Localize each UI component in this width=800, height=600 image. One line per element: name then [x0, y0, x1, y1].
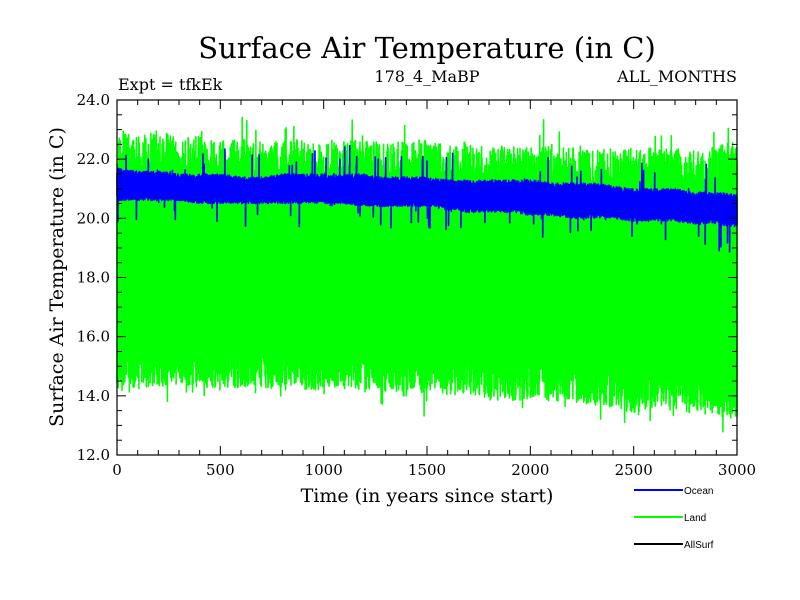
x-tick-label: 500	[206, 461, 235, 479]
x-tick-label: 3000	[718, 461, 756, 479]
x-tick-label: 1000	[305, 461, 343, 479]
y-axis: 12.0 14.0 16.0 18.0 20.0 22.0 24.0	[77, 91, 737, 464]
x-tick-label: 2000	[511, 461, 549, 479]
x-axis-label: Time (in years since start)	[301, 485, 554, 507]
x-tick-label: 0	[112, 461, 122, 479]
y-tick-label: 12.0	[77, 446, 110, 464]
chart-title: Surface Air Temperature (in C)	[198, 31, 656, 65]
y-tick-label: 24.0	[77, 91, 110, 109]
legend-label-allsurf: AllSurf	[684, 540, 714, 551]
x-tick-label: 2500	[615, 461, 653, 479]
ocean-series	[116, 144, 738, 253]
x-tick-label: 1500	[408, 461, 446, 479]
chart-subtitle: 178_4_MaBP	[374, 67, 479, 86]
y-tick-label: 16.0	[77, 328, 110, 346]
legend: Ocean Land AllSurf	[634, 486, 714, 551]
y-tick-label: 18.0	[77, 269, 110, 287]
ocean-series-core	[117, 171, 737, 224]
legend-label-ocean: Ocean	[684, 486, 713, 497]
y-tick-label: 20.0	[77, 209, 110, 227]
plot-area	[116, 116, 738, 433]
y-axis-label: Surface Air Temperature (in C)	[46, 127, 68, 427]
x-axis: 0 500 1000 1500 2000 2500 3000	[112, 100, 756, 479]
y-tick-label: 14.0	[77, 387, 110, 405]
y-tick-label: 22.0	[77, 150, 110, 168]
legend-label-land: Land	[684, 513, 706, 524]
expt-label: Expt = tfkEk	[118, 75, 223, 94]
months-label: ALL_MONTHS	[616, 67, 737, 86]
